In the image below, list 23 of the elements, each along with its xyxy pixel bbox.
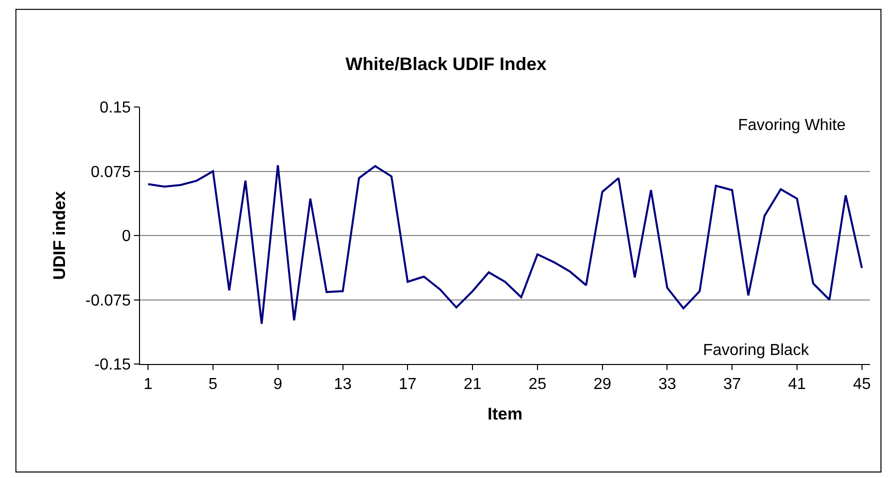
- line-series: [147, 164, 863, 325]
- y-axis-title: UDIF index: [50, 190, 69, 280]
- x-tick-label: 13: [334, 376, 352, 394]
- y-tick-label: 0: [122, 228, 131, 246]
- x-tick-label: 41: [788, 376, 806, 394]
- annotation: Favoring Black: [703, 342, 810, 359]
- x-tick-label: 37: [723, 376, 742, 394]
- x-tick-label: 9: [273, 376, 282, 394]
- x-tick-label: 17: [398, 376, 417, 394]
- x-axis-title: Item: [488, 404, 522, 424]
- x-tick-label: 29: [593, 376, 612, 394]
- x-tick-label: 45: [852, 376, 871, 394]
- y-tick-label: -0.15: [94, 356, 131, 374]
- x-tick-label: 1: [144, 376, 153, 394]
- y-tick-label: 0.15: [100, 100, 131, 117]
- x-tick-label: 33: [658, 376, 676, 394]
- x-tick-label: 25: [528, 376, 546, 394]
- chart-title: White/Black UDIF Index: [345, 54, 547, 74]
- y-tick-label: -0.075: [85, 292, 131, 310]
- annotation: Favoring White: [738, 117, 846, 134]
- x-tick-label: 21: [464, 376, 482, 394]
- x-tick-label: 5: [208, 376, 218, 394]
- y-tick-label: 0.075: [90, 164, 131, 181]
